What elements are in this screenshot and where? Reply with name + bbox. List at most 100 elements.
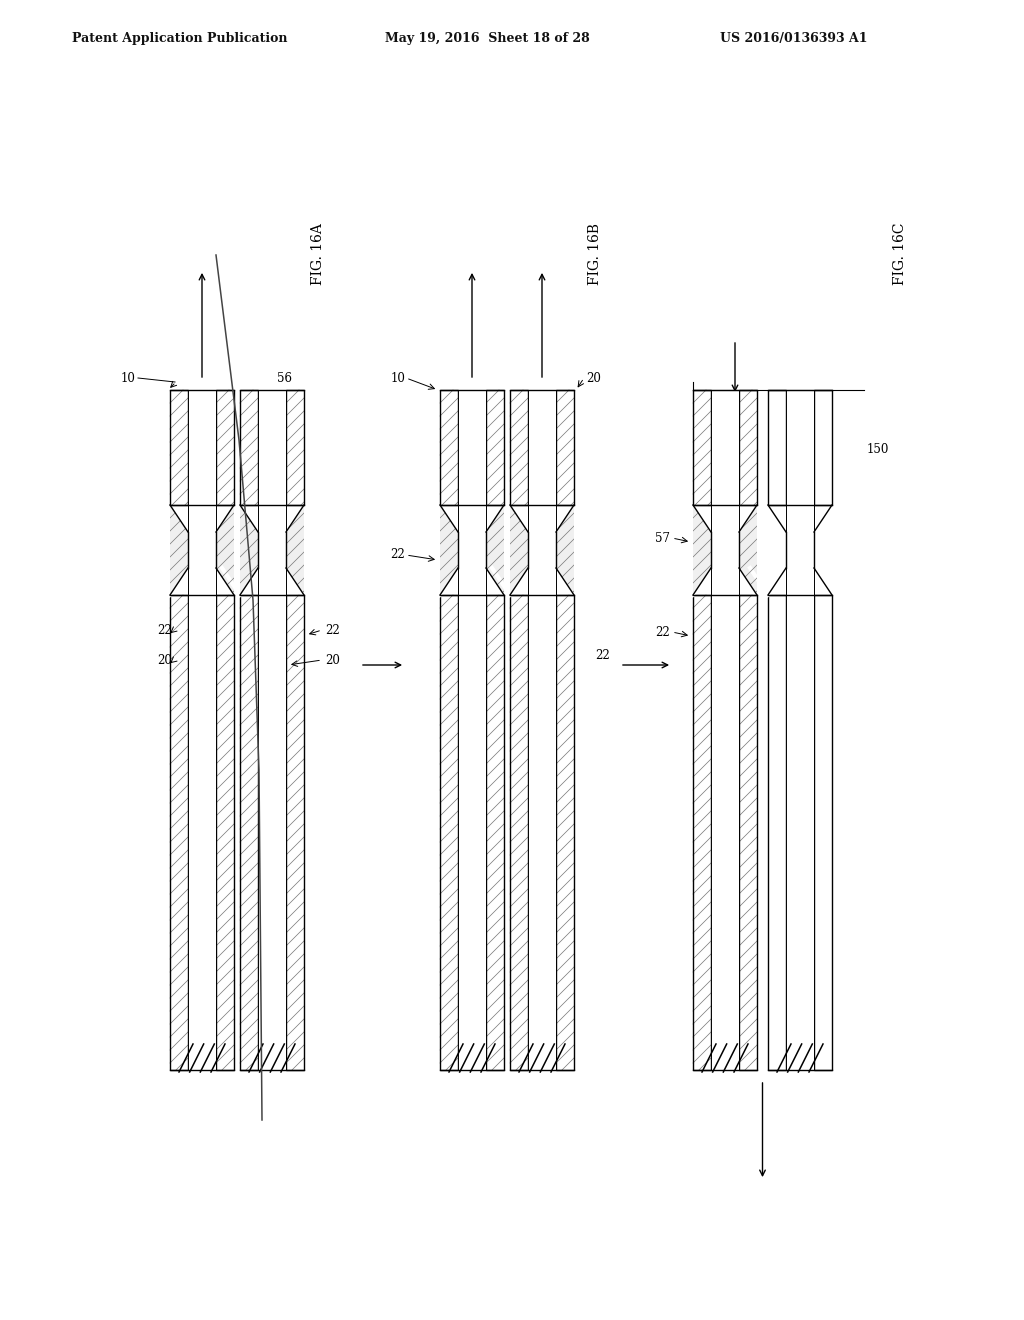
Bar xyxy=(556,389,574,506)
Text: US 2016/0136393 A1: US 2016/0136393 A1 xyxy=(720,32,867,45)
Bar xyxy=(510,595,528,1071)
Bar xyxy=(440,389,458,506)
Polygon shape xyxy=(170,506,188,595)
Text: 22: 22 xyxy=(655,626,670,639)
Bar xyxy=(786,595,814,1071)
Bar xyxy=(510,389,528,506)
Bar xyxy=(768,389,786,506)
Text: 20: 20 xyxy=(325,653,340,667)
Polygon shape xyxy=(814,506,831,595)
Polygon shape xyxy=(693,506,711,595)
Bar xyxy=(216,595,234,1071)
Polygon shape xyxy=(440,506,458,595)
Polygon shape xyxy=(739,506,757,595)
Text: 22: 22 xyxy=(325,623,340,636)
Bar xyxy=(440,389,458,506)
Bar xyxy=(486,595,504,1071)
Bar xyxy=(693,389,711,506)
Text: FIG. 16A: FIG. 16A xyxy=(311,223,325,285)
Bar xyxy=(556,595,574,1071)
Polygon shape xyxy=(170,506,188,595)
Bar xyxy=(556,389,574,506)
Bar xyxy=(814,389,831,506)
Bar xyxy=(170,389,188,506)
Bar xyxy=(240,389,258,506)
Polygon shape xyxy=(216,506,234,595)
Text: Patent Application Publication: Patent Application Publication xyxy=(72,32,288,45)
Text: 56: 56 xyxy=(278,372,292,385)
Text: 20: 20 xyxy=(586,371,601,384)
Bar xyxy=(739,595,757,1071)
Text: 20: 20 xyxy=(157,653,172,667)
Bar xyxy=(486,389,504,506)
Bar xyxy=(286,595,304,1071)
Bar xyxy=(286,595,304,1071)
Bar xyxy=(286,389,304,506)
Bar xyxy=(188,595,216,1071)
Bar xyxy=(240,595,258,1071)
Polygon shape xyxy=(286,506,304,595)
Polygon shape xyxy=(739,506,757,595)
Bar xyxy=(216,389,234,506)
Bar xyxy=(258,389,286,506)
Bar xyxy=(216,595,234,1071)
Text: May 19, 2016  Sheet 18 of 28: May 19, 2016 Sheet 18 of 28 xyxy=(385,32,590,45)
Polygon shape xyxy=(286,506,304,595)
Bar xyxy=(528,389,556,506)
Bar xyxy=(739,389,757,506)
Bar xyxy=(528,506,556,595)
Polygon shape xyxy=(510,506,528,595)
Text: 22: 22 xyxy=(390,549,406,561)
Bar xyxy=(510,595,528,1071)
Polygon shape xyxy=(768,506,786,595)
Bar xyxy=(286,389,304,506)
Polygon shape xyxy=(240,506,258,595)
Text: FIG. 16B: FIG. 16B xyxy=(588,223,602,285)
Polygon shape xyxy=(556,506,574,595)
Bar xyxy=(258,595,286,1071)
Bar xyxy=(258,506,286,595)
Polygon shape xyxy=(216,506,234,595)
Bar xyxy=(693,389,711,506)
Bar xyxy=(458,595,486,1071)
Bar xyxy=(693,595,711,1071)
Polygon shape xyxy=(693,506,711,595)
Bar xyxy=(693,595,711,1071)
Polygon shape xyxy=(486,506,504,595)
Polygon shape xyxy=(510,506,528,595)
Bar xyxy=(440,595,458,1071)
Bar xyxy=(216,389,234,506)
Bar xyxy=(786,389,814,506)
Bar xyxy=(188,506,216,595)
Bar xyxy=(711,595,739,1071)
Text: 22: 22 xyxy=(158,623,172,636)
Bar xyxy=(786,506,814,595)
Bar xyxy=(170,595,188,1071)
Bar xyxy=(768,595,786,1071)
Bar xyxy=(486,595,504,1071)
Text: 10: 10 xyxy=(120,371,135,384)
Text: 150: 150 xyxy=(867,444,890,457)
Polygon shape xyxy=(240,506,258,595)
Text: 57: 57 xyxy=(655,532,670,544)
Bar xyxy=(556,595,574,1071)
Text: 10: 10 xyxy=(390,371,406,384)
Text: 22: 22 xyxy=(595,649,610,663)
Bar xyxy=(528,595,556,1071)
Bar xyxy=(510,389,528,506)
Bar xyxy=(240,389,258,506)
Polygon shape xyxy=(486,506,504,595)
Bar xyxy=(486,389,504,506)
Bar xyxy=(711,389,739,506)
Bar xyxy=(440,595,458,1071)
Bar xyxy=(458,506,486,595)
Polygon shape xyxy=(440,506,458,595)
Bar xyxy=(188,389,216,506)
Bar xyxy=(814,595,831,1071)
Polygon shape xyxy=(556,506,574,595)
Bar xyxy=(240,595,258,1071)
Bar xyxy=(711,506,739,595)
Bar xyxy=(170,389,188,506)
Bar xyxy=(458,389,486,506)
Bar xyxy=(739,595,757,1071)
